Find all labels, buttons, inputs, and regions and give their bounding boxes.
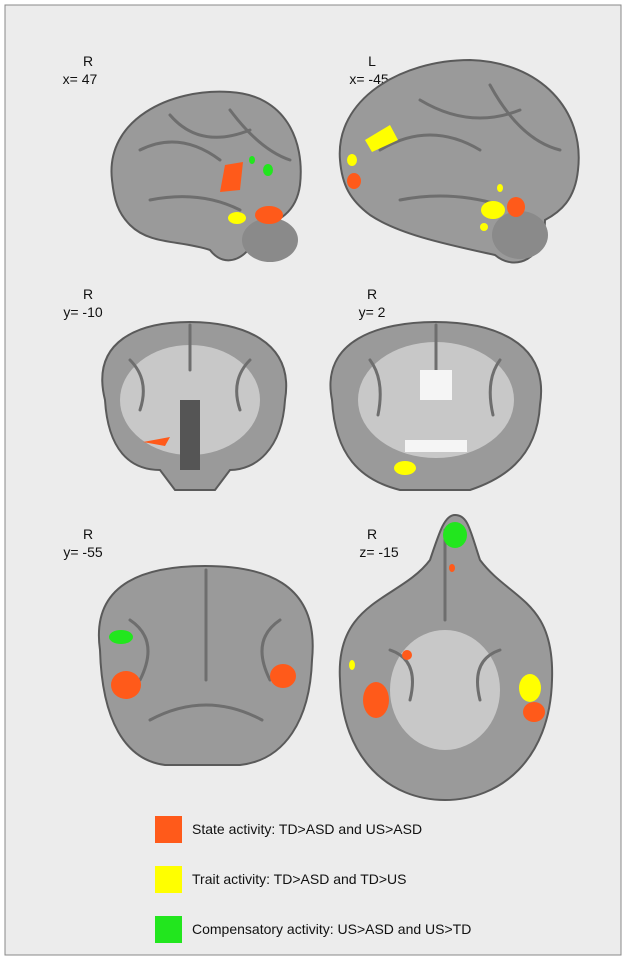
legend-label: Compensatory activity: US>ASD and US>TD [192,921,471,937]
panel-side: R [83,286,93,302]
brain-axial [338,513,554,802]
brain-sagittal-right [110,90,302,262]
panel-coord: y= -55 [63,544,103,560]
legend-swatch [155,916,182,943]
legend-label: Trait activity: TD>ASD and TD>US [192,871,406,887]
panel-labels: R x= 47 L x= -45 R y= -10 R y= 2 R y= -5… [63,53,399,560]
legend-swatch [155,866,182,893]
panel-coord: y= 2 [359,304,386,320]
panel-coord: x= -45 [349,71,389,87]
panel-side: R [83,526,93,542]
panel-side: R [367,286,377,302]
legend: State activity: TD>ASD and US>ASD Trait … [155,816,471,943]
brain-coronal-2 [329,320,543,491]
panel-side: R [83,53,93,69]
panel-side: R [367,526,377,542]
panel-coord: z= -15 [359,544,399,560]
panel-coord: y= -10 [63,304,103,320]
legend-swatch [155,816,182,843]
legend-label: State activity: TD>ASD and US>ASD [192,821,422,837]
brain-sagittal-left [338,58,580,264]
panel-side: L [368,53,376,69]
brain-coronal-1 [101,320,288,491]
brain-coronal-3 [97,564,314,766]
panel-coord: x= 47 [63,71,98,87]
